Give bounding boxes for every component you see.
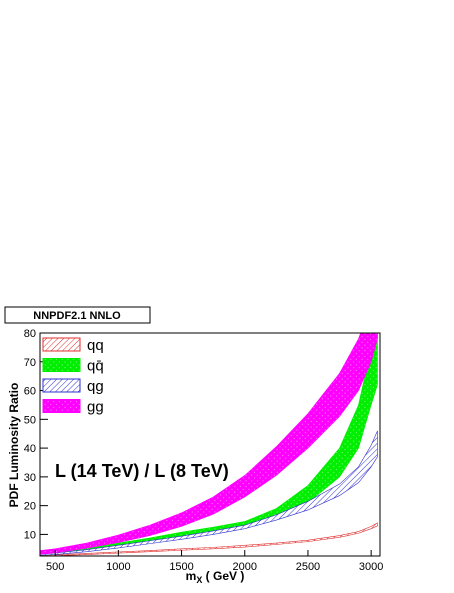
y-tick-label: 50 <box>24 414 36 426</box>
y-tick-label: 20 <box>24 501 36 513</box>
legend-swatch <box>42 337 81 352</box>
y-tick-label: 80 <box>24 328 36 340</box>
y-axis-label: PDF Luminosity Ratio <box>7 383 21 508</box>
header-box <box>4 306 151 324</box>
x-tick-label: 2500 <box>296 561 320 573</box>
header: NNPDF2.1 NNLO <box>33 310 121 322</box>
x-label-rest: ( GeV ) <box>202 569 244 583</box>
band <box>40 522 378 556</box>
x-axis-label: mX ( GeV ) <box>186 569 245 585</box>
plot-frame <box>39 332 381 557</box>
legend-label: qq̄ <box>87 358 104 375</box>
x-tick-label: 1500 <box>169 561 193 573</box>
x-tick-label: 500 <box>46 561 64 573</box>
legend-label: qg <box>87 378 104 395</box>
legend-label: qq <box>87 337 104 354</box>
band <box>40 333 378 555</box>
legend-swatch <box>42 378 81 393</box>
x-label-sub: X <box>196 575 202 585</box>
y-tick-label: 30 <box>24 472 36 484</box>
annotation: L (14 TeV) / L (8 TeV) <box>55 461 229 481</box>
x-label-main: m <box>186 569 197 583</box>
x-tick-label: 2000 <box>233 561 257 573</box>
y-tick-label: 70 <box>24 357 36 369</box>
legend-swatch <box>42 358 81 372</box>
x-tick-label: 3000 <box>359 561 383 573</box>
band <box>40 430 378 556</box>
x-tick-label: 1000 <box>106 561 130 573</box>
y-tick-label: 60 <box>24 386 36 398</box>
legend-label: gg <box>87 399 104 416</box>
y-tick-label: 10 <box>24 529 36 541</box>
legend-swatch <box>42 399 81 413</box>
y-tick-label: 40 <box>24 443 36 455</box>
